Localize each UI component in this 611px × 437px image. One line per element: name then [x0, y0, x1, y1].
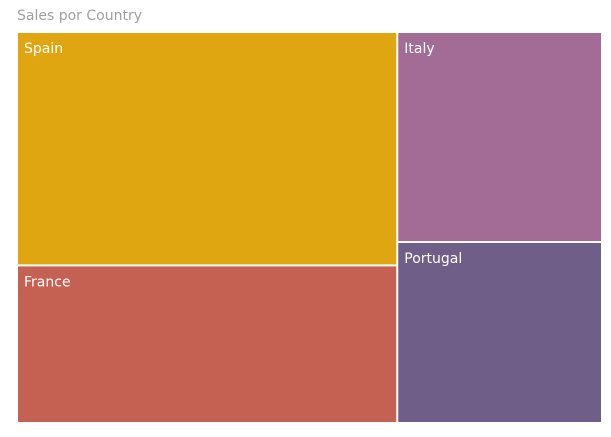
cell-label: Italy	[404, 41, 434, 57]
treemap-cell	[398, 243, 601, 422]
treemap-cell	[18, 266, 397, 422]
chart-title: Sales por Country	[17, 8, 142, 24]
cell-label: Portugal	[404, 251, 462, 267]
cell-label: France	[24, 274, 71, 290]
treemap-cell	[18, 33, 397, 265]
cell-label: Spain	[24, 41, 63, 57]
treemap-cell	[398, 33, 601, 242]
